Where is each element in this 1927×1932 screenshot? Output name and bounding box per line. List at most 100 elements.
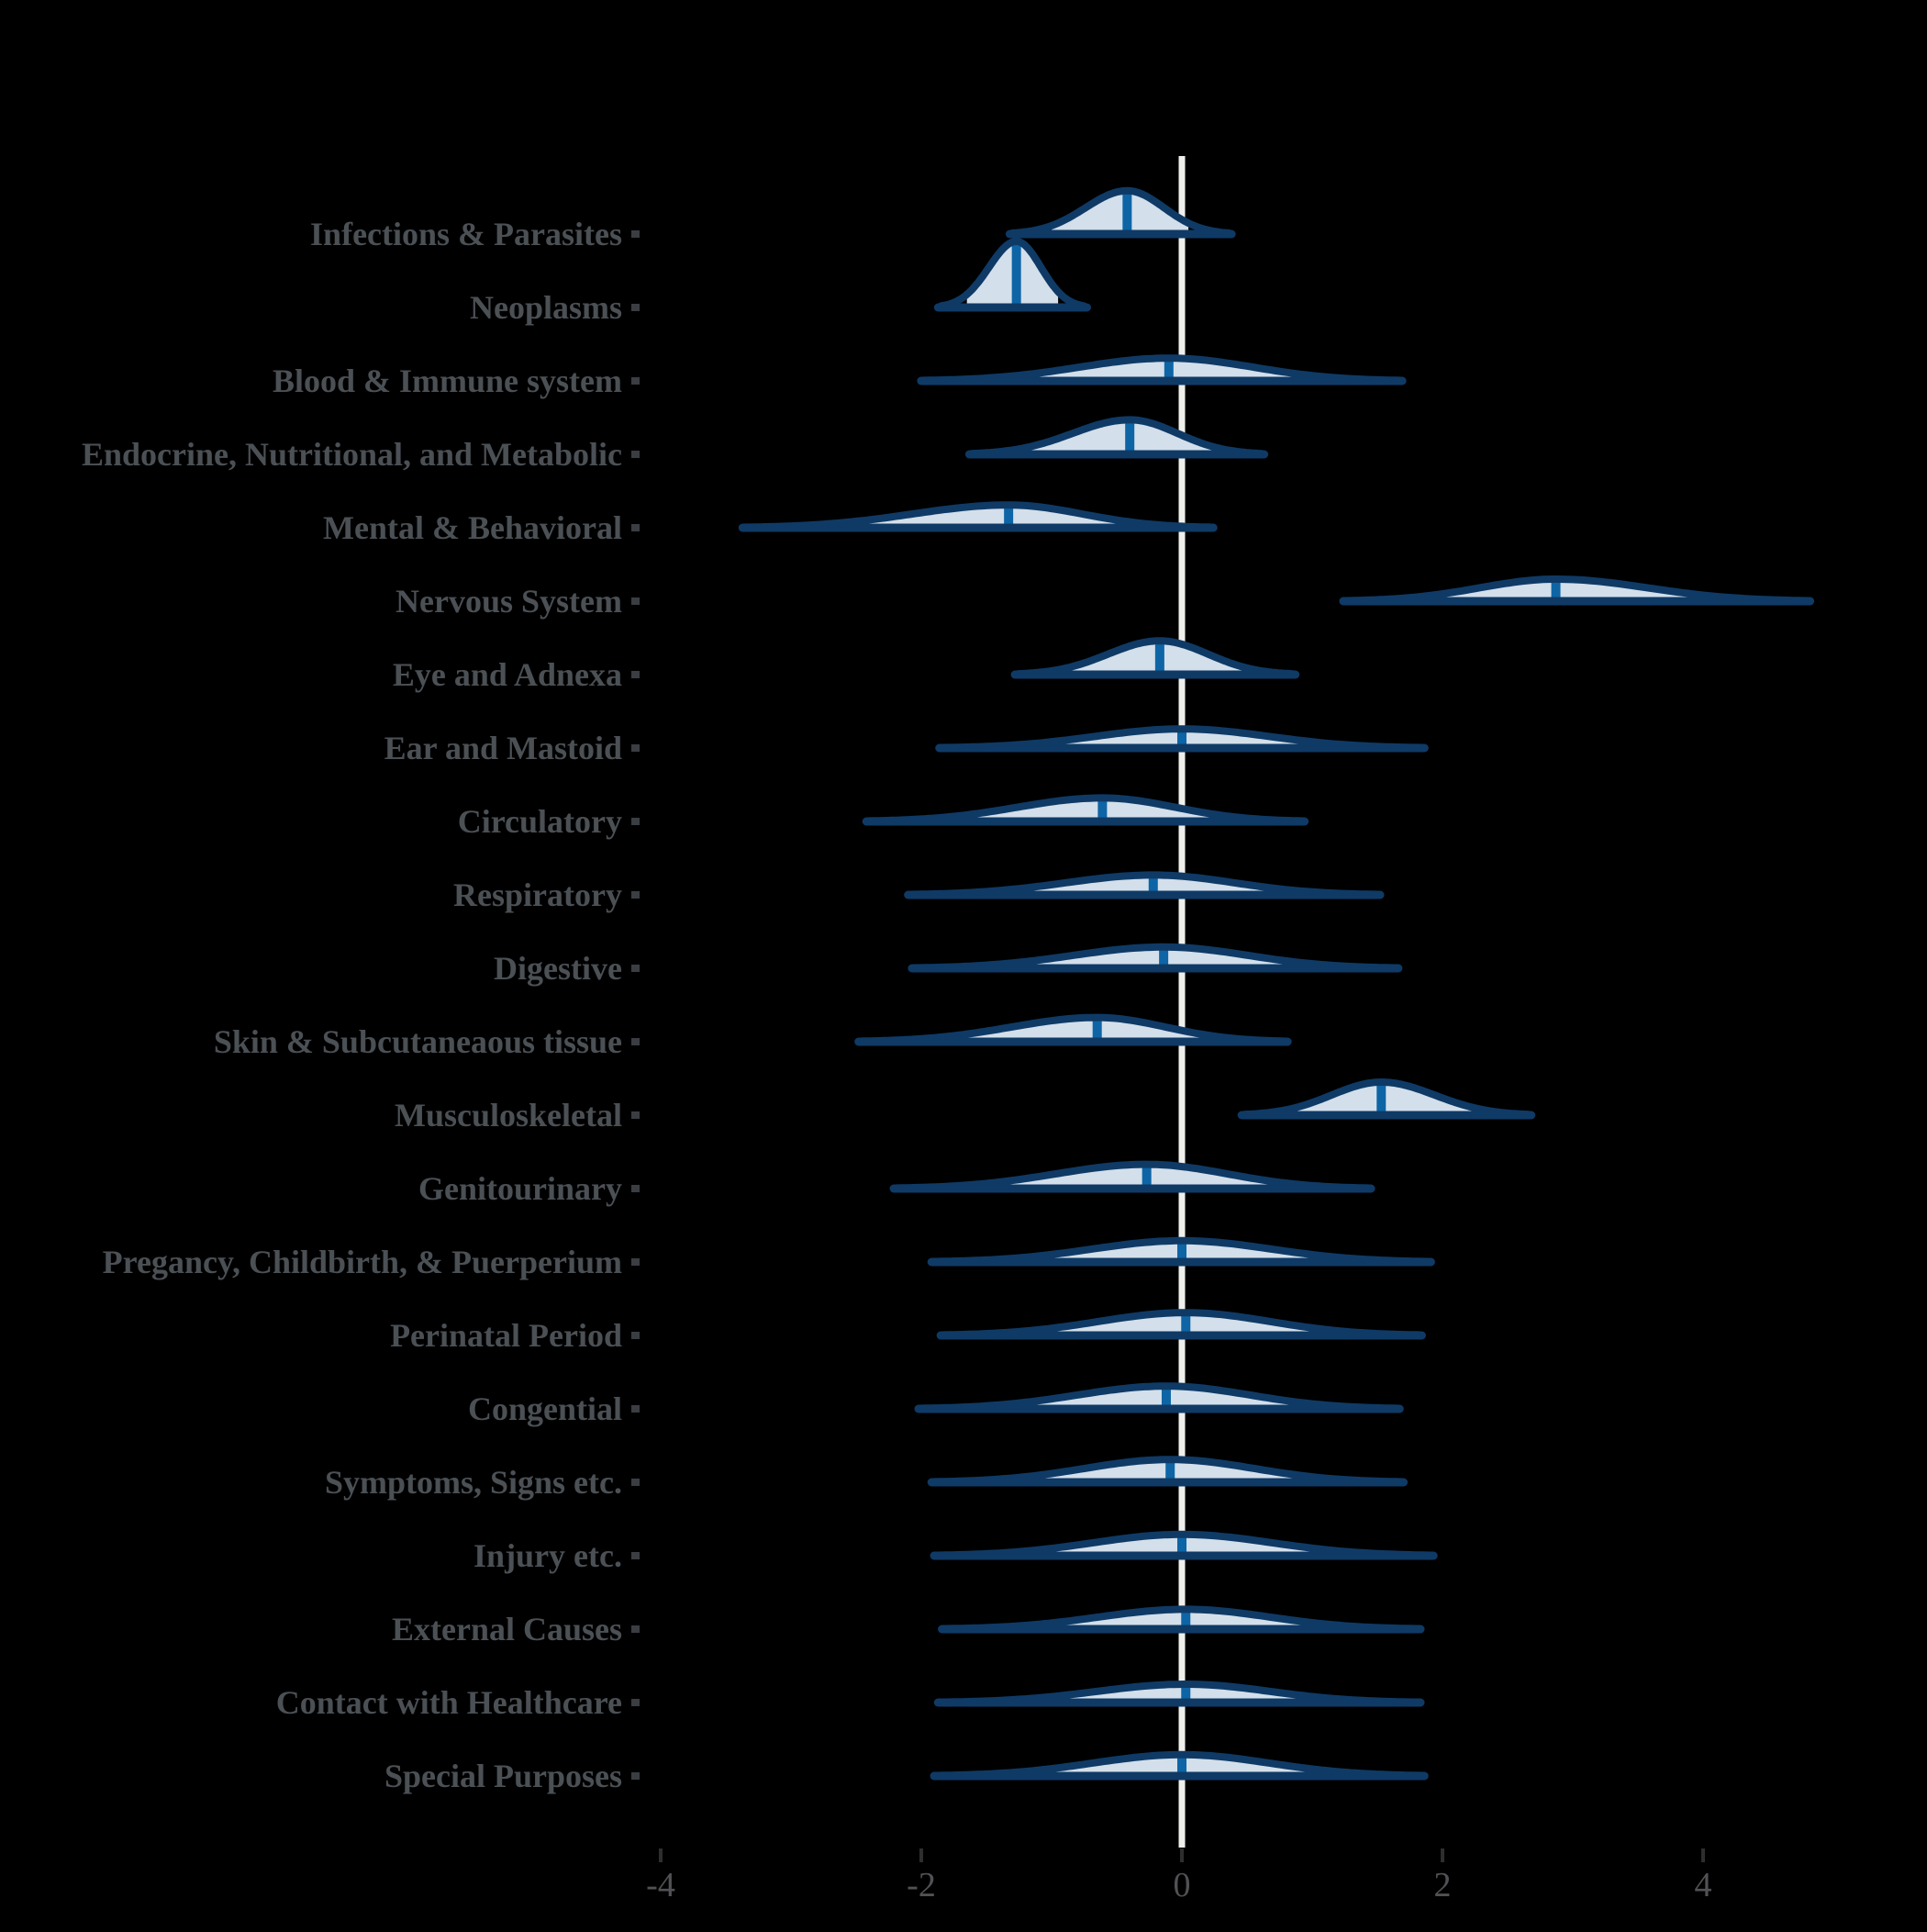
row-label: Infections & Parasites	[310, 216, 622, 252]
y-tick-square	[631, 1625, 640, 1633]
density-outline	[933, 1750, 1426, 1780]
y-tick-square	[631, 1479, 640, 1486]
y-tick-square	[631, 524, 640, 531]
density-fill	[1025, 419, 1218, 454]
density-row: Nervous System	[395, 575, 1815, 620]
density-fill	[1418, 579, 1717, 601]
y-tick-square	[631, 1111, 640, 1119]
density-row: Injury etc.	[473, 1530, 1438, 1574]
y-tick-square	[631, 1405, 640, 1413]
row-label: Eye and Adnexa	[393, 656, 622, 693]
y-tick-square	[631, 1258, 640, 1266]
density-row: Neoplasms	[470, 238, 1091, 326]
row-label: Respiratory	[453, 877, 622, 913]
density-fill	[946, 1017, 1222, 1042]
row-label: External Causes	[392, 1611, 622, 1647]
row-label: Pregancy, Childbirth, & Puerperium	[103, 1244, 622, 1280]
density-outline	[1014, 637, 1297, 678]
y-tick-square	[631, 891, 640, 899]
row-label: Ear and Mastoid	[384, 730, 622, 766]
density-row: Ear and Mastoid	[384, 725, 1429, 766]
row-label: Symptoms, Signs etc.	[325, 1464, 622, 1501]
row-label: Congential	[468, 1390, 622, 1427]
density-outline	[919, 354, 1404, 385]
density-row: Perinatal Period	[390, 1309, 1426, 1354]
density-row: Skin & Subcutaneaous tissue	[214, 1013, 1292, 1060]
density-outline	[865, 794, 1306, 825]
density-row: Symptoms, Signs etc.	[325, 1456, 1409, 1501]
row-label: Mental & Behavioral	[323, 509, 622, 546]
row-label: Blood & Immune system	[273, 363, 622, 399]
y-tick-square	[631, 377, 640, 385]
row-label: Neoplasms	[470, 289, 622, 326]
x-tick-label: 2	[1434, 1866, 1452, 1904]
density-fill	[995, 875, 1302, 895]
row-label: Circulatory	[458, 803, 622, 840]
density-row: Contact with Healthcare	[276, 1681, 1425, 1721]
density-row: Congential	[468, 1382, 1404, 1427]
density-row: Genitourinary	[418, 1160, 1376, 1207]
density-row: Blood & Immune system	[273, 354, 1407, 399]
y-tick-square	[631, 451, 640, 458]
density-outline	[741, 501, 1215, 531]
row-label: Injury etc.	[473, 1537, 622, 1574]
row-label: Skin & Subcutaneaous tissue	[214, 1023, 622, 1060]
density-fill	[995, 1164, 1289, 1189]
density-fill	[842, 505, 1140, 528]
density-outline	[930, 1236, 1432, 1266]
density-outline	[907, 871, 1381, 899]
row-label: Endocrine, Nutritional, and Metabolic	[82, 436, 622, 473]
y-tick-square	[631, 818, 640, 825]
density-outline	[941, 1605, 1421, 1633]
density-fill	[978, 1386, 1321, 1409]
y-tick-square	[631, 230, 640, 238]
density-row: Mental & Behavioral	[323, 501, 1218, 546]
y-tick-square	[631, 1038, 640, 1045]
density-row: Musculoskeletal	[395, 1078, 1536, 1134]
row-label: Digestive	[494, 950, 622, 987]
density-row: Circulatory	[458, 794, 1309, 840]
y-tick-square	[631, 671, 640, 678]
density-outline	[857, 1013, 1289, 1045]
density-row: Pregancy, Childbirth, & Puerperium	[103, 1236, 1435, 1280]
y-tick-square	[631, 304, 640, 311]
density-outline	[940, 1309, 1423, 1339]
y-tick-square	[631, 1185, 640, 1192]
y-tick-square	[631, 1552, 640, 1559]
density-outline	[968, 416, 1265, 458]
density-outline	[937, 238, 1088, 310]
density-row: Eye and Adnexa	[393, 637, 1300, 693]
y-tick-square	[631, 597, 640, 605]
density-row: Special Purposes	[384, 1750, 1429, 1794]
density-outline	[938, 725, 1426, 752]
x-tick-label: 0	[1174, 1866, 1191, 1904]
row-label: Musculoskeletal	[395, 1097, 622, 1134]
density-row: Respiratory	[453, 871, 1385, 913]
density-outline	[918, 1382, 1401, 1413]
row-label: Contact with Healthcare	[276, 1684, 622, 1721]
density-outline	[1008, 186, 1233, 237]
row-label: Genitourinary	[418, 1170, 622, 1207]
y-tick-square	[631, 744, 640, 752]
density-outline	[933, 1530, 1435, 1559]
density-outline	[937, 1681, 1421, 1706]
y-tick-square	[631, 1772, 640, 1780]
row-label: Nervous System	[395, 583, 622, 620]
x-tick-label: -2	[907, 1866, 936, 1904]
row-label: Special Purposes	[384, 1758, 622, 1794]
density-row: Digestive	[494, 943, 1403, 987]
density-outline	[1342, 575, 1811, 605]
density-row: Infections & Parasites	[310, 186, 1236, 252]
row-label: Perinatal Period	[390, 1317, 622, 1354]
y-tick-square	[631, 1332, 640, 1339]
y-tick-square	[631, 965, 640, 972]
density-row: Endocrine, Nutritional, and Metabolic	[82, 416, 1269, 473]
density-row: External Causes	[392, 1605, 1425, 1647]
density-outline	[930, 1456, 1405, 1486]
density-outline	[910, 943, 1399, 972]
x-tick-label: 4	[1695, 1866, 1712, 1904]
x-tick-label: -4	[646, 1866, 675, 1904]
density-outline	[893, 1160, 1373, 1192]
